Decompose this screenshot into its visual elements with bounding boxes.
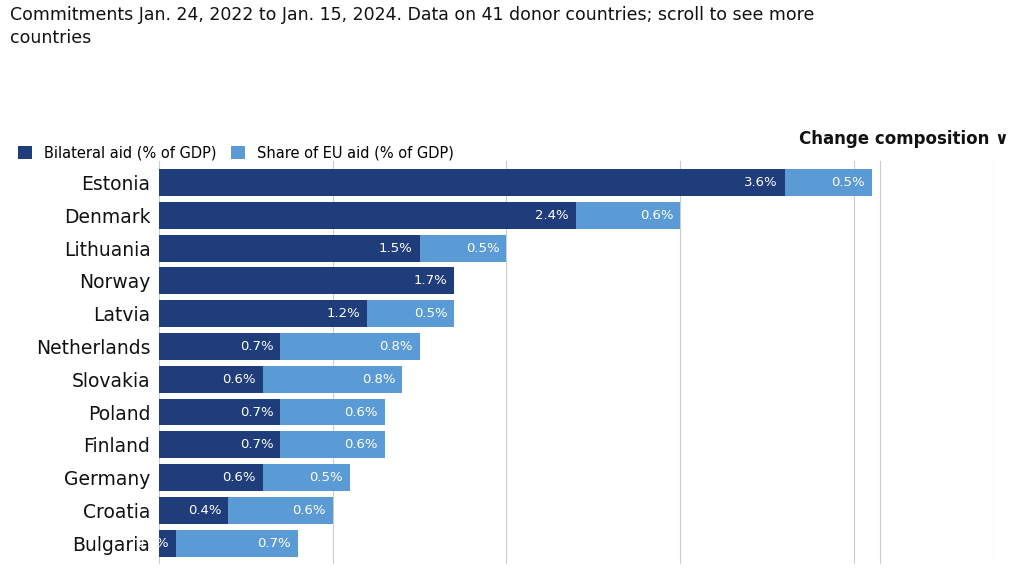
Bar	[159, 300, 368, 327]
Bar	[281, 333, 420, 360]
Text: 1.7%: 1.7%	[414, 274, 447, 287]
Bar	[784, 169, 871, 196]
Text: 0.5%: 0.5%	[466, 242, 500, 255]
Text: Commitments Jan. 24, 2022 to Jan. 15, 2024. Data on 41 donor countries; scroll t: Commitments Jan. 24, 2022 to Jan. 15, 20…	[10, 6, 815, 47]
Bar	[263, 464, 350, 491]
Bar	[159, 169, 784, 196]
Text: 2.4%: 2.4%	[536, 209, 569, 222]
Text: 0.6%: 0.6%	[344, 406, 378, 419]
Bar	[281, 399, 385, 426]
Text: 0.8%: 0.8%	[361, 373, 395, 386]
Text: 1.5%: 1.5%	[379, 242, 413, 255]
Text: 0.6%: 0.6%	[292, 504, 326, 517]
Bar	[228, 497, 333, 524]
Bar	[159, 333, 281, 360]
Bar	[159, 431, 281, 458]
Text: Change composition ∨: Change composition ∨	[799, 130, 1009, 147]
Bar	[159, 530, 176, 556]
Text: 0.1%: 0.1%	[135, 537, 169, 550]
Bar	[575, 202, 680, 229]
Bar	[263, 366, 402, 393]
Bar	[159, 399, 281, 426]
Text: 0.4%: 0.4%	[187, 504, 221, 517]
Bar	[159, 267, 455, 294]
Text: 0.5%: 0.5%	[414, 307, 447, 320]
Bar	[159, 202, 575, 229]
Text: 0.6%: 0.6%	[344, 438, 378, 452]
Text: 0.6%: 0.6%	[640, 209, 674, 222]
Text: 0.7%: 0.7%	[240, 406, 273, 419]
Bar	[176, 530, 298, 556]
Bar	[420, 234, 507, 262]
Legend: Bilateral aid (% of GDP), Share of EU aid (% of GDP): Bilateral aid (% of GDP), Share of EU ai…	[17, 146, 454, 161]
Text: 0.7%: 0.7%	[257, 537, 291, 550]
Text: 3.6%: 3.6%	[744, 176, 777, 189]
Bar	[368, 300, 455, 327]
Text: 0.6%: 0.6%	[222, 373, 256, 386]
Text: 0.5%: 0.5%	[831, 176, 864, 189]
Bar	[159, 464, 263, 491]
Bar	[281, 431, 385, 458]
Text: 0.5%: 0.5%	[309, 471, 343, 484]
Text: 0.7%: 0.7%	[240, 438, 273, 452]
Bar	[159, 234, 420, 262]
Text: 1.2%: 1.2%	[327, 307, 360, 320]
Bar	[159, 497, 228, 524]
Text: 0.8%: 0.8%	[379, 340, 413, 353]
Text: 0.7%: 0.7%	[240, 340, 273, 353]
Text: 0.6%: 0.6%	[222, 471, 256, 484]
Bar	[159, 366, 263, 393]
